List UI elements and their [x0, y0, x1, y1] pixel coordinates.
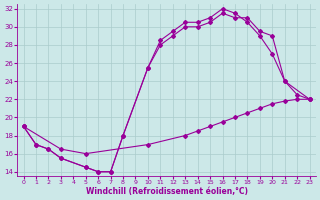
X-axis label: Windchill (Refroidissement éolien,°C): Windchill (Refroidissement éolien,°C)	[85, 187, 248, 196]
